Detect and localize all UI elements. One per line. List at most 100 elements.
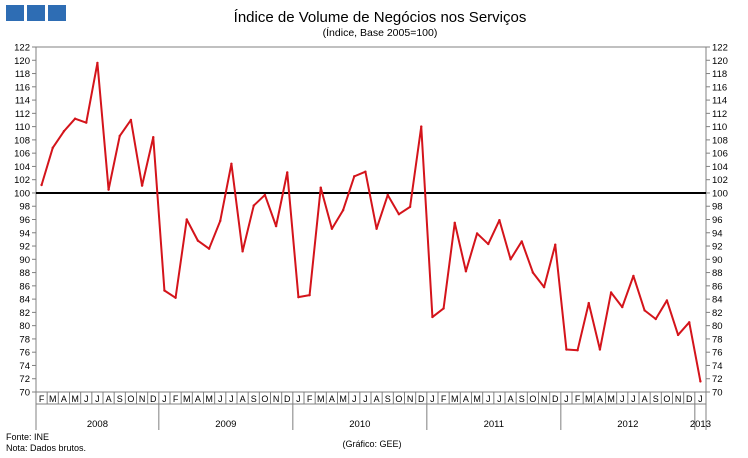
data-point: [341, 209, 345, 212]
data-point: [263, 193, 267, 197]
y-tick-label-left: 92: [19, 242, 30, 253]
data-point: [487, 242, 490, 246]
y-tick-label-left: 110: [15, 122, 30, 133]
data-point: [297, 295, 300, 299]
y-tick-label-left: 104: [14, 162, 30, 173]
data-point: [51, 146, 54, 150]
data-point: [420, 125, 423, 128]
y-tick-label-right: 108: [712, 135, 728, 146]
y-tick-label-right: 112: [712, 109, 727, 120]
x-month-label: J: [84, 394, 89, 404]
data-point: [185, 218, 188, 221]
data-point: [330, 227, 334, 230]
y-tick-label-right: 120: [712, 56, 728, 67]
y-tick-label-left: 112: [15, 109, 30, 120]
x-month-label: M: [205, 394, 213, 404]
chart-title: Índice de Volume de Negócios nos Serviço…: [234, 9, 527, 26]
y-tick-label-left: 94: [19, 228, 30, 239]
y-tick-label-right: 104: [712, 162, 728, 173]
data-point: [542, 285, 546, 289]
plot-frame: [35, 46, 707, 393]
y-tick-label-right: 98: [712, 202, 723, 213]
data-point: [688, 321, 691, 324]
y-tick-label-left: 90: [19, 255, 30, 266]
x-month-label: A: [463, 394, 469, 404]
data-point: [397, 212, 401, 216]
x-month-label: J: [486, 394, 491, 404]
x-month-label: N: [273, 394, 280, 404]
x-month-label: O: [663, 394, 670, 404]
data-point: [107, 188, 110, 191]
y-tick-label-left: 108: [14, 135, 30, 146]
x-month-label: M: [585, 394, 593, 404]
data-point: [252, 204, 255, 207]
x-month-label: A: [642, 394, 648, 404]
data-point: [464, 270, 468, 273]
y-tick-label-left: 80: [19, 321, 30, 332]
data-point: [643, 309, 646, 312]
y-tick-label-left: 72: [19, 374, 30, 385]
logo-block-2: [27, 5, 45, 21]
data-point: [621, 305, 624, 309]
data-series-line: [40, 61, 702, 382]
y-tick-label-right: 106: [712, 149, 728, 160]
data-point: [699, 380, 702, 383]
x-month-label: F: [441, 394, 447, 404]
data-point: [241, 250, 244, 253]
y-tick-label-left: 96: [19, 215, 30, 226]
y-tick-label-left: 84: [19, 295, 30, 306]
x-year-label: 2012: [617, 419, 638, 430]
x-month-label: M: [451, 394, 459, 404]
data-point: [442, 307, 445, 310]
data-point: [96, 61, 99, 65]
y-tick-label-right: 78: [712, 334, 723, 345]
y-tick-label-right: 90: [712, 255, 723, 266]
x-month-label: A: [374, 394, 380, 404]
x-month-label: M: [49, 394, 57, 404]
data-note: Nota: Dados brutos.: [6, 443, 86, 453]
x-month-label: D: [552, 394, 559, 404]
x-month-label: M: [317, 394, 325, 404]
y-tick-label-right: 88: [712, 268, 723, 279]
y-tick-label-left: 120: [14, 56, 30, 67]
x-month-label: A: [597, 394, 603, 404]
data-point: [576, 349, 579, 352]
x-month-label: J: [497, 394, 502, 404]
data-point: [174, 296, 177, 299]
data-point: [554, 243, 557, 246]
y-tick-label-right: 76: [712, 348, 723, 359]
x-month-label: S: [117, 394, 123, 404]
x-month-label: S: [385, 394, 391, 404]
logo-block-1: [6, 5, 24, 21]
y-tick-label-left: 116: [15, 82, 30, 93]
x-month-label: J: [363, 394, 368, 404]
y-tick-label-left: 86: [19, 281, 30, 292]
x-month-label: M: [71, 394, 79, 404]
x-month-label: A: [329, 394, 335, 404]
y-tick-label-left: 88: [19, 268, 30, 279]
data-point: [73, 117, 77, 120]
y-tick-label-left: 74: [19, 361, 30, 372]
x-month-label: N: [675, 394, 682, 404]
data-point: [375, 227, 378, 230]
y-tick-label-right: 86: [712, 281, 723, 292]
data-point: [676, 333, 680, 337]
data-point: [364, 170, 367, 173]
data-point: [386, 193, 389, 197]
data-point: [230, 162, 233, 165]
data-point: [118, 134, 121, 138]
data-point: [498, 218, 501, 222]
y-tick-label-right: 82: [712, 308, 723, 319]
y-tick-label-right: 114: [712, 96, 727, 107]
logo-block-3: [48, 5, 66, 21]
x-month-label: J: [620, 394, 625, 404]
data-point: [609, 291, 613, 294]
data-point: [353, 175, 356, 178]
data-point: [152, 136, 155, 139]
y-tick-label-right: 102: [712, 175, 728, 186]
x-month-label: O: [127, 394, 134, 404]
x-year-label: 2008: [87, 419, 108, 430]
x-month-label: J: [564, 394, 569, 404]
y-tick-label-right: 84: [712, 295, 723, 306]
